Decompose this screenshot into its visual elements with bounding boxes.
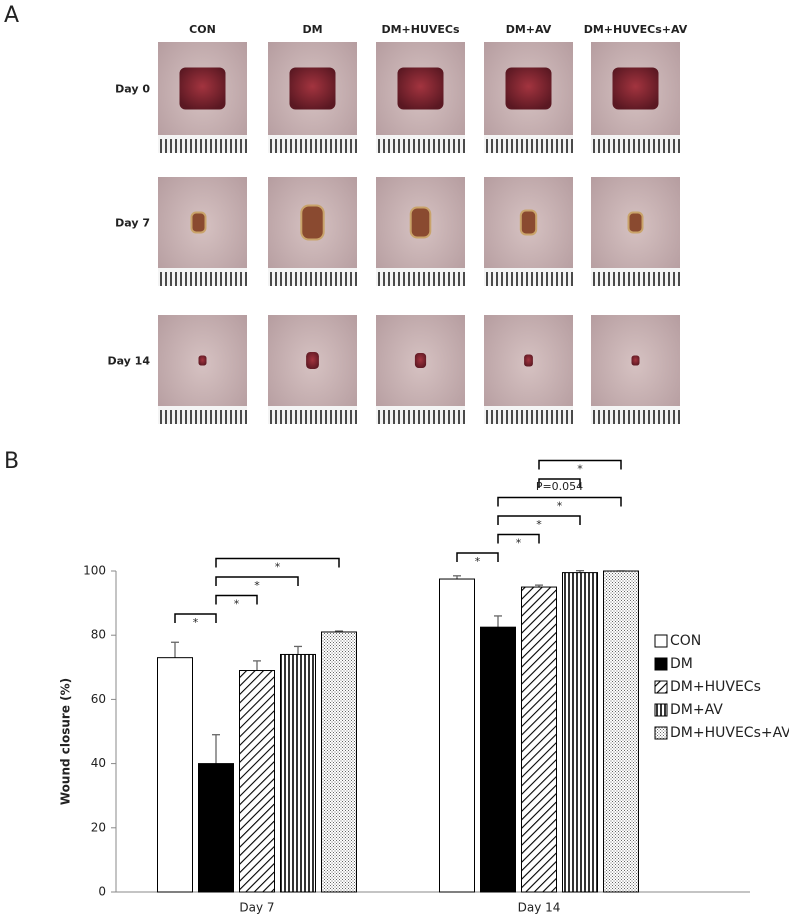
y-tick-label: 80 — [91, 628, 106, 642]
significance-label: * — [536, 518, 542, 531]
wound — [505, 67, 552, 110]
significance-label: P=0.054 — [536, 480, 583, 493]
bar — [439, 578, 475, 893]
significance-bracket — [215, 576, 299, 586]
significance-bracket — [497, 496, 622, 507]
significance-bracket — [538, 459, 622, 470]
bar — [198, 763, 234, 893]
wound — [627, 211, 644, 234]
row-label: Day 14 — [107, 355, 150, 368]
photo — [376, 315, 465, 424]
wound — [289, 67, 336, 110]
photo — [268, 315, 357, 424]
legend-swatch — [654, 680, 668, 694]
wound — [190, 211, 207, 234]
photo — [591, 315, 680, 424]
significance-bracket — [456, 552, 499, 562]
row-label: Day 0 — [115, 83, 150, 96]
bar — [521, 586, 557, 893]
wound — [397, 67, 444, 110]
legend-label: DM+AV — [670, 702, 723, 718]
significance-bracket — [215, 594, 258, 605]
bar — [321, 631, 357, 893]
legend-label: CON — [670, 633, 701, 649]
panel-label: B — [4, 449, 19, 474]
wound — [306, 352, 319, 369]
y-tick-label: 100 — [83, 564, 106, 578]
wound — [631, 355, 640, 366]
significance-bracket — [538, 478, 581, 488]
significance-bracket — [215, 557, 340, 568]
bar — [239, 670, 275, 893]
significance-label: * — [475, 555, 481, 568]
column-label: DM — [302, 23, 322, 36]
legend-swatch — [654, 726, 668, 740]
y-axis-label: Wound closure (%) — [59, 678, 73, 805]
wound — [300, 204, 325, 241]
y-tick-label: 40 — [91, 756, 106, 770]
column-label: DM+AV — [506, 23, 552, 36]
significance-bracket — [497, 515, 581, 525]
wound — [179, 67, 226, 110]
bar — [562, 572, 598, 893]
significance-label: * — [254, 579, 260, 592]
column-label: DM+HUVECs — [381, 23, 460, 36]
bar — [280, 653, 316, 893]
wound — [524, 354, 533, 367]
bar — [157, 657, 193, 893]
significance-label: * — [516, 537, 522, 550]
x-tick-label: Day 14 — [518, 901, 561, 915]
significance-label: * — [577, 463, 583, 476]
legend-swatch — [654, 703, 668, 717]
y-tick-label: 60 — [91, 692, 106, 706]
bar — [480, 626, 516, 893]
wound — [519, 209, 538, 236]
legend-label: DM+HUVECs+AV — [670, 725, 789, 741]
y-tick-label: 0 — [98, 885, 106, 899]
wound — [612, 67, 659, 110]
significance-bracket — [497, 533, 540, 544]
row-label: Day 7 — [115, 217, 150, 230]
legend-label: DM+HUVECs — [670, 679, 761, 695]
x-tick-label: Day 7 — [239, 901, 274, 915]
significance-label: * — [557, 500, 563, 513]
significance-label: * — [275, 561, 281, 574]
photo — [158, 315, 247, 424]
photo — [484, 315, 573, 424]
significance-label: * — [234, 598, 240, 611]
significance-bracket — [174, 613, 217, 623]
bar — [603, 570, 639, 893]
wound — [409, 206, 432, 239]
wound — [198, 355, 207, 366]
y-tick-label: 20 — [91, 820, 106, 834]
column-label: DM+HUVECs+AV — [584, 23, 688, 36]
wound — [414, 353, 427, 368]
legend-swatch — [654, 657, 668, 671]
panel-label: A — [4, 3, 19, 28]
legend-label: DM — [670, 656, 693, 672]
significance-label: * — [193, 616, 199, 629]
legend-swatch — [654, 634, 668, 648]
column-label: CON — [189, 23, 216, 36]
